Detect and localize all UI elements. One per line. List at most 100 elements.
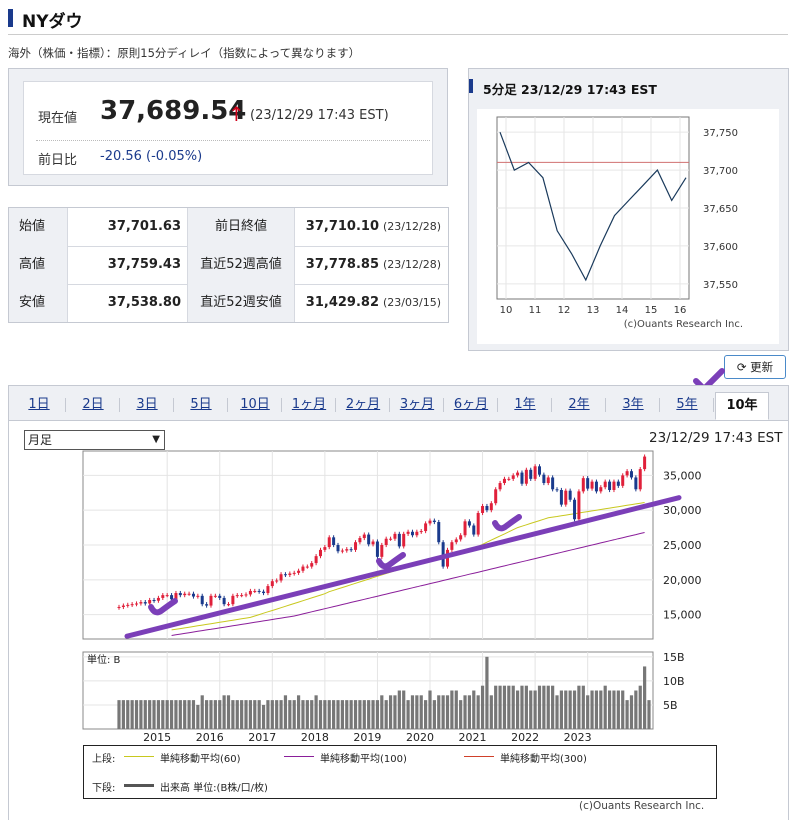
tab-6[interactable]: 1ヶ月 [291,397,327,412]
tab-divider [335,398,336,412]
tab-14[interactable]: 10年 [715,392,769,420]
candle-body [424,523,428,532]
tab-divider [713,398,714,412]
candle [301,564,305,573]
price-y-tick: 35,000 [663,469,702,482]
vol-bar [310,700,314,729]
vol-bar [226,695,231,729]
tab-8[interactable]: 3ヶ月 [399,397,435,412]
delay-note: 海外（株価・指標）：原則15分ディレイ（指数によって異なります） [8,46,361,60]
vol-bar [397,690,401,729]
vol-bar [415,695,419,729]
candle [283,572,287,578]
candle-body [489,503,493,511]
vol-bar [340,700,344,729]
vol-bar [419,695,423,729]
tab-2[interactable]: 2日 [82,397,104,412]
candle [367,532,371,547]
candle [542,472,546,486]
candle-body [183,593,187,596]
vol-bar [375,700,380,729]
update-button-label: 更新 [750,360,774,374]
vol-bar [327,700,331,729]
tab-3[interactable]: 3日 [136,397,158,412]
vol-bar [572,690,577,729]
x-tick-year: 2023 [564,731,592,741]
vol-bar [152,700,156,729]
vol-bar [437,695,441,729]
candle-body [349,549,353,551]
page-header: NYダウ [8,6,788,35]
vol-bar [248,700,253,729]
vol-bar [524,685,528,729]
vol-bar [117,700,121,729]
vol-bar [275,700,279,729]
vol-bar [388,695,393,729]
candle [485,503,489,513]
tab-7[interactable]: 2ヶ月 [345,397,381,412]
candle [266,583,270,596]
candle-body [200,595,204,605]
vol-bar [270,700,274,729]
vol-bar [121,700,125,729]
vol-bar [621,690,625,729]
candle-body [213,595,217,597]
candle [581,476,585,494]
intraday-y-tick: 37,600 [703,242,738,253]
tab-1[interactable]: 1日 [28,397,50,412]
tab-11[interactable]: 2年 [568,397,590,412]
tab-divider [281,398,282,412]
candle-body [380,545,384,557]
candle [625,469,629,478]
vol-bar [643,666,647,729]
vol-bar [231,700,235,729]
vol-bar [590,690,594,729]
vol-bar [244,700,248,729]
refresh-icon: ⟳ [736,360,747,374]
vol-bar [126,700,130,729]
stat-date: (23/12/28) [383,220,441,233]
legend-volume-swatch [124,784,154,787]
x-tick-year: 2018 [301,731,329,741]
candle-body [161,595,165,598]
vol-bar [205,700,209,729]
tab-10[interactable]: 1年 [514,397,536,412]
candle [529,467,533,481]
tab-4[interactable]: 5日 [190,397,212,412]
candle [292,570,296,576]
tab-divider [551,398,552,412]
tab-13[interactable]: 5年 [676,397,698,412]
main-chart-panel: 1日 2日 3日 5日 10日 1ヶ月 2ヶ月 3ヶ月 6ヶ月 1年 2年 3年 5年 10年 月足 ▼ … [8,385,789,820]
tab-9[interactable]: 6ヶ月 [453,397,489,412]
candle [428,518,432,526]
x-tick-year: 2019 [353,731,381,741]
candle [502,476,506,486]
candle-body [450,542,454,550]
candle [402,531,406,549]
candle-body [121,605,125,607]
candle-body [367,534,371,545]
tab-12[interactable]: 3年 [622,397,644,412]
vol-bar [213,700,217,729]
x-tick-year: 2017 [248,731,276,741]
candle-body [590,481,594,489]
candle-body [463,521,467,536]
candle [380,542,384,559]
candle-body [117,606,121,608]
vol-bar [240,700,244,729]
vol-bar [362,700,366,729]
vol-bar [301,700,305,729]
update-button[interactable]: ⟳ 更新 [724,355,786,379]
period-select[interactable]: 月足 ▼ [24,430,165,450]
candle [586,476,590,491]
candle [375,539,379,559]
vol-bar [502,685,507,729]
candle-body [336,545,340,552]
tab-5[interactable]: 10日 [240,397,270,412]
candle-body [148,600,152,604]
intraday-y-tick: 37,650 [703,204,738,215]
legend-lower-label: 下段: [92,783,116,794]
candle [178,590,182,598]
vol-bar [279,700,283,729]
candle [498,480,502,492]
